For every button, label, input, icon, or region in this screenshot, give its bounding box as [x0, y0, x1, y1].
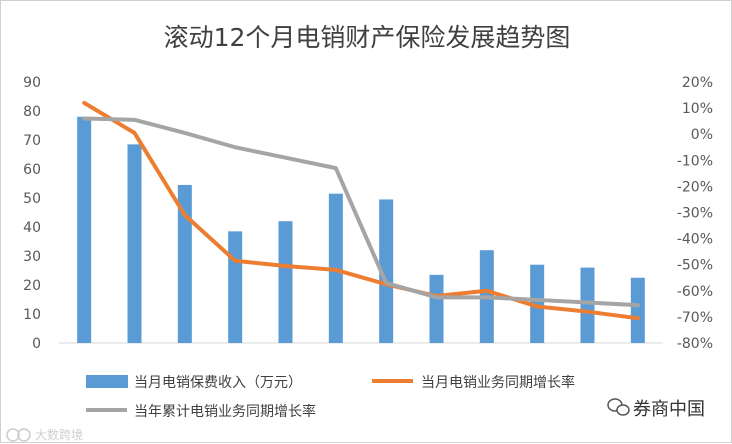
bar: [430, 275, 444, 343]
bar: [279, 221, 293, 343]
bar: [631, 278, 645, 343]
bar: [228, 231, 242, 343]
bar: [581, 268, 595, 343]
y-left-tick-label: 30: [23, 249, 41, 265]
y-left-tick-label: 0: [32, 336, 41, 352]
y-left-tick-label: 10: [23, 307, 41, 323]
line-monthly-growth: [84, 103, 638, 318]
y-left-tick-label: 60: [23, 162, 41, 178]
legend-label-monthly-growth: 当月电销业务同期增长率: [421, 374, 575, 391]
y-axis-left: 0 10 20 30 40 50 60 70 80 90: [23, 75, 41, 352]
watermark-right: 券商中国: [608, 399, 705, 420]
y-right-tick-label: -40%: [677, 232, 713, 248]
legend-label-ytd-growth: 当年累计电销业务同期增长率: [134, 403, 316, 420]
y-right-tick-label: -60%: [677, 284, 713, 300]
y-left-tick-label: 20: [23, 278, 41, 294]
y-left-tick-label: 50: [23, 191, 41, 207]
y-right-tick-label: 0%: [691, 127, 713, 143]
y-right-tick-label: 20%: [682, 75, 713, 91]
y-right-tick-label: -80%: [677, 336, 713, 352]
y-right-tick-label: 10%: [682, 101, 713, 117]
legend-swatch-bar: [86, 375, 128, 388]
line-series-group: [84, 103, 638, 318]
legend: 当月电销保费收入（万元） 当月电销业务同期增长率 当年累计电销业务同期增长率: [86, 374, 575, 420]
wechat-icon: [608, 399, 629, 415]
legend-item-monthly-growth: 当月电销业务同期增长率: [372, 374, 575, 391]
y-right-tick-label: -20%: [677, 179, 713, 195]
y-left-tick-label: 80: [23, 104, 41, 120]
y-right-tick-label: -70%: [677, 310, 713, 326]
watermark-right-text: 券商中国: [633, 399, 705, 420]
y-right-tick-label: -30%: [677, 206, 713, 222]
y-right-tick-label: -50%: [677, 258, 713, 274]
watermark-left-text: 大数跨境: [35, 427, 83, 442]
y-axis-right: -80% -70% -60% -50% -40% -30% -20% -10% 0% 10% 20%: [677, 75, 713, 352]
legend-label-bar: 当月电销保费收入（万元）: [134, 375, 302, 391]
brand-logo-icon: [7, 429, 30, 441]
bar: [77, 117, 91, 343]
y-left-tick-label: 40: [23, 220, 41, 236]
legend-item-bar: 当月电销保费收入（万元）: [86, 375, 302, 391]
legend-item-ytd-growth: 当年累计电销业务同期增长率: [86, 403, 316, 420]
chart-title: 滚动12个月电销财产保险发展趋势图: [164, 23, 571, 52]
y-left-tick-label: 90: [23, 75, 41, 91]
y-left-tick-label: 70: [23, 133, 41, 149]
y-right-tick-label: -10%: [677, 153, 713, 169]
bar: [128, 144, 142, 343]
watermark-left: 大数跨境: [7, 427, 83, 442]
